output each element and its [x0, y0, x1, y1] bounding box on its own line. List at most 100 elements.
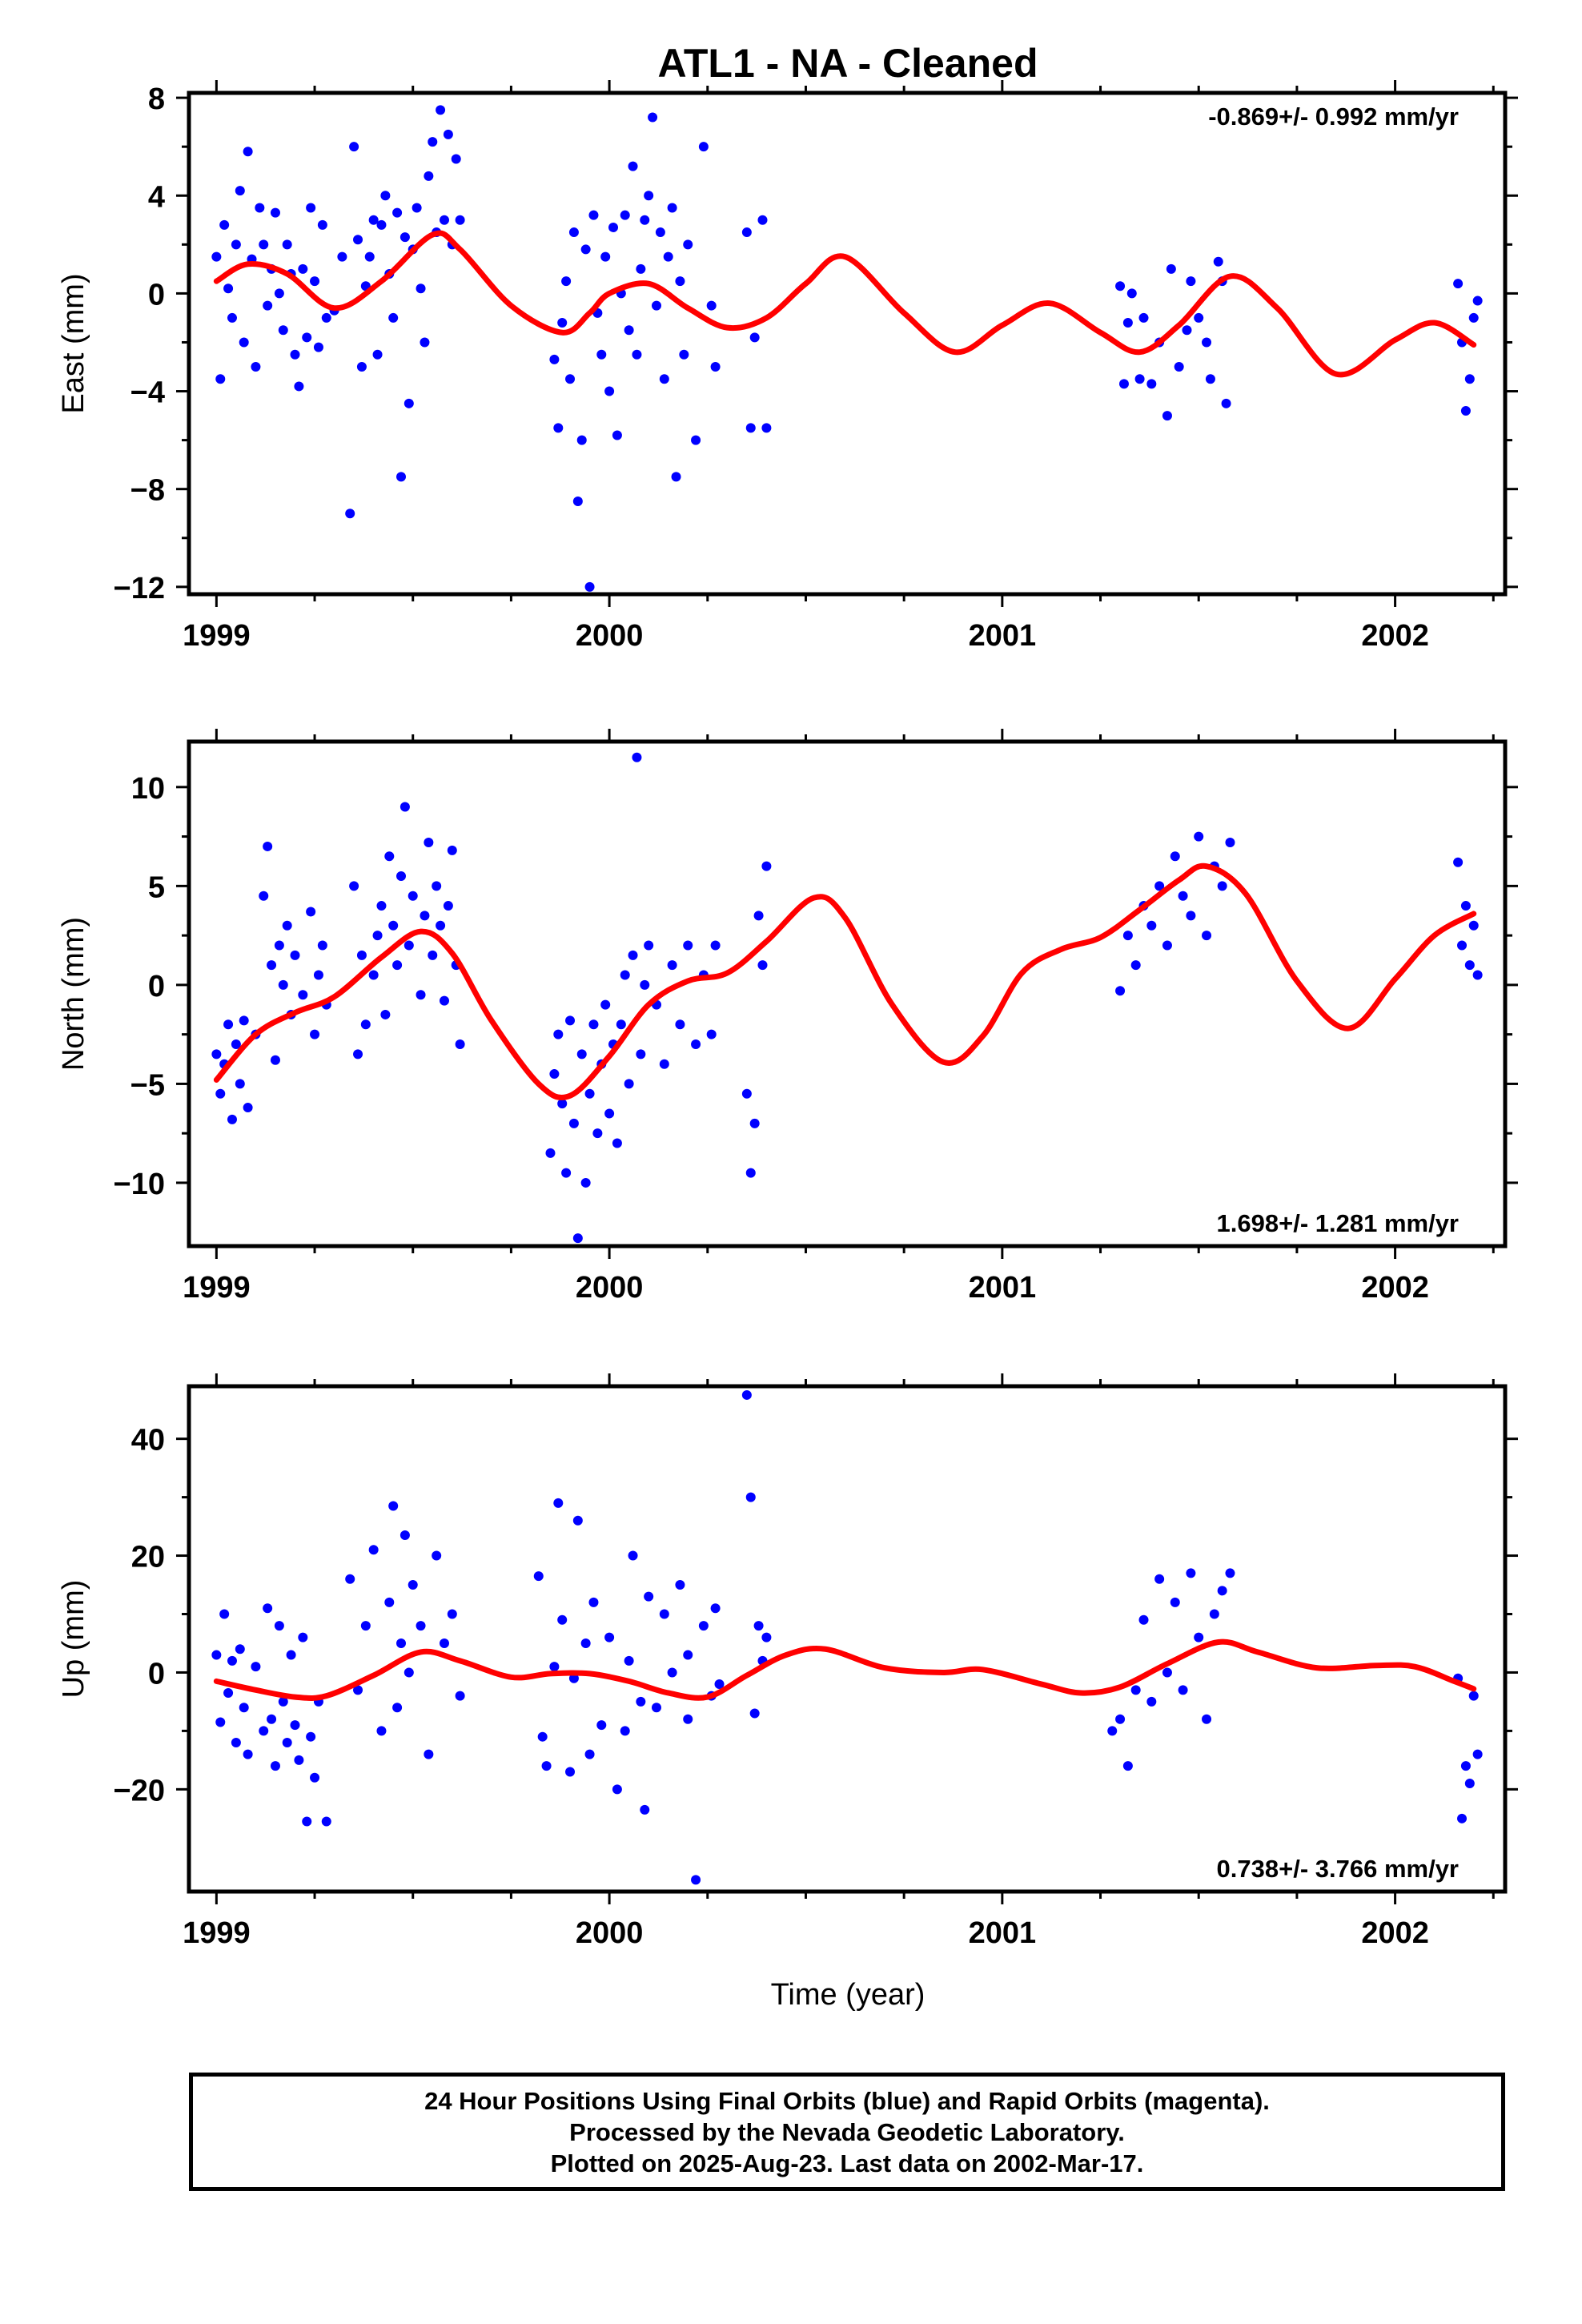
data-point — [1166, 263, 1176, 274]
data-point — [1162, 411, 1172, 421]
data-point — [710, 940, 721, 951]
data-point — [235, 1079, 245, 1089]
data-point — [231, 239, 241, 250]
fit-curve — [213, 862, 1477, 1101]
data-point — [655, 227, 665, 238]
data-point — [1460, 405, 1471, 416]
data-point — [396, 871, 407, 881]
data-point — [761, 423, 772, 433]
panel-frame — [187, 739, 1508, 1248]
y-tick-label: 5 — [148, 870, 165, 904]
data-point — [290, 950, 300, 960]
data-point — [420, 337, 430, 348]
data-point — [1472, 970, 1483, 980]
data-point — [368, 215, 379, 225]
data-point — [235, 186, 245, 196]
data-point — [211, 1049, 222, 1059]
data-point — [349, 881, 359, 891]
data-point — [636, 1049, 646, 1059]
data-point — [1205, 374, 1215, 384]
y-tick-label: 0 — [148, 1657, 165, 1691]
rate-label: 1.698+/- 1.281 mm/yr — [1217, 1209, 1459, 1237]
data-point — [428, 137, 438, 147]
data-point — [549, 1069, 560, 1080]
data-point — [565, 1767, 576, 1777]
data-point — [683, 239, 693, 250]
data-point — [376, 219, 387, 230]
data-point — [356, 362, 367, 372]
data-point — [620, 970, 630, 980]
data-point — [663, 251, 673, 262]
data-point — [1146, 920, 1157, 931]
data-point — [592, 1128, 603, 1139]
data-point — [1472, 1749, 1483, 1759]
data-point — [1115, 1714, 1126, 1724]
y-tick-label: −10 — [114, 1168, 165, 1201]
data-point — [372, 931, 383, 941]
data-point — [231, 1039, 241, 1049]
data-point — [259, 239, 269, 250]
data-point — [392, 207, 403, 218]
data-point — [624, 1655, 634, 1666]
data-point — [1194, 312, 1204, 323]
data-point — [565, 374, 576, 384]
data-point — [243, 1103, 253, 1113]
x-axis-label: Time (year) — [771, 1978, 926, 2012]
data-point — [1107, 1726, 1118, 1736]
data-point — [432, 1550, 442, 1561]
x-tick-label: 2001 — [969, 1916, 1037, 1950]
data-point — [572, 496, 583, 506]
data-point — [675, 1580, 685, 1590]
data-point — [290, 1720, 300, 1731]
data-point — [388, 312, 399, 323]
data-point — [259, 891, 269, 901]
data-point — [616, 1019, 626, 1030]
data-point — [749, 332, 760, 343]
data-point — [211, 1650, 222, 1660]
data-point — [1178, 1685, 1188, 1695]
plot-area — [211, 105, 1483, 592]
data-point — [353, 1049, 363, 1059]
data-point — [1468, 312, 1479, 323]
rate-label: 0.738+/- 3.766 mm/yr — [1217, 1855, 1459, 1883]
x-tick-label: 2002 — [1361, 1271, 1429, 1305]
panel-1: 1999 2000 2001 2002 10 5 0 −5 −10 North (mm) 1.698… — [57, 729, 1518, 1305]
data-point — [584, 1088, 595, 1099]
data-point — [1138, 312, 1149, 323]
data-point — [1162, 1667, 1172, 1678]
data-point — [286, 1650, 296, 1660]
data-point — [278, 1696, 288, 1707]
data-point — [227, 1655, 237, 1666]
data-point — [282, 239, 292, 250]
data-point — [215, 1088, 226, 1099]
data-point — [451, 154, 461, 164]
x-tick-label: 2002 — [1361, 1916, 1429, 1950]
data-point — [267, 1714, 277, 1724]
data-point — [455, 1039, 465, 1049]
y-tick-label: −12 — [114, 572, 165, 605]
x-tick-label: 2000 — [576, 619, 644, 653]
data-point — [749, 1118, 760, 1128]
data-point — [1453, 857, 1464, 867]
data-point — [749, 1708, 760, 1719]
data-point — [576, 1049, 587, 1059]
data-point — [239, 1703, 249, 1713]
data-point — [624, 1079, 634, 1089]
data-point — [219, 1609, 230, 1619]
data-point — [1186, 1568, 1196, 1578]
chart-title: ATL1 - NA - Cleaned — [657, 41, 1038, 86]
data-point — [439, 995, 449, 1006]
data-point — [388, 1501, 399, 1511]
data-point — [239, 1015, 249, 1026]
panel-2: 1999 2000 2001 2002 40 20 0 −20 Up (mm) 0.738+/- … — [57, 1373, 1518, 1950]
data-point — [1221, 398, 1231, 408]
data-point — [1468, 920, 1479, 931]
data-point — [1115, 281, 1126, 292]
data-point — [1464, 1779, 1475, 1789]
x-tick-label: 2000 — [576, 1916, 644, 1950]
data-point — [310, 1029, 320, 1039]
data-point — [1130, 960, 1141, 971]
data-point — [1460, 901, 1471, 911]
data-point — [636, 1696, 646, 1707]
panel-frame — [187, 1384, 1508, 1894]
